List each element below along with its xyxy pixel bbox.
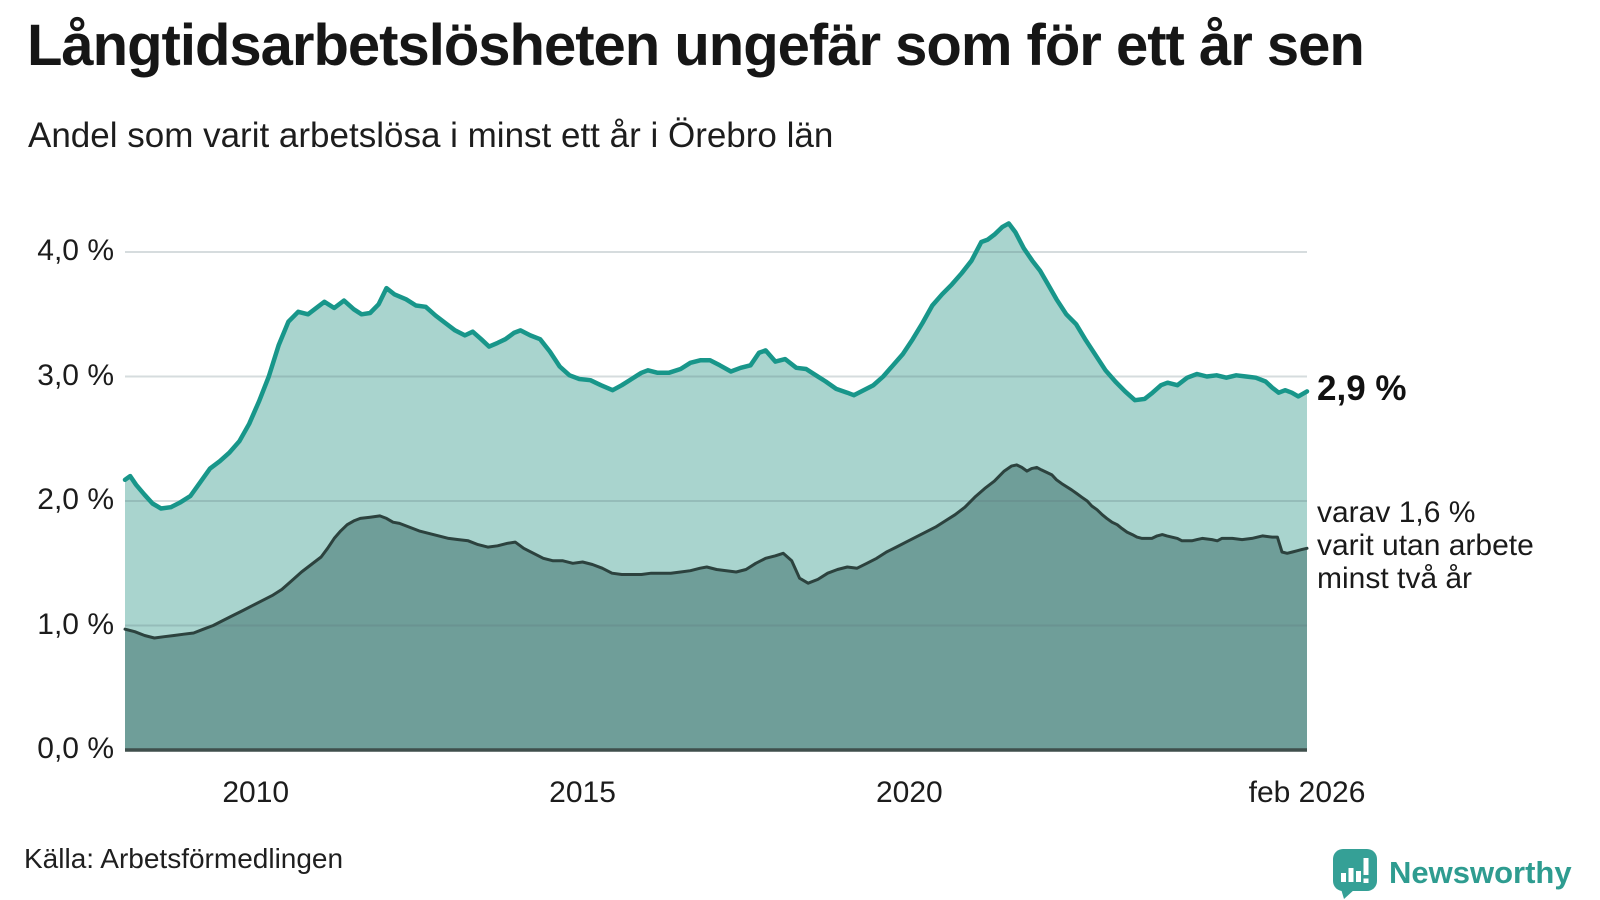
area-fill (125, 464, 1307, 750)
annotation-line: varit utan arbete (1317, 529, 1534, 563)
x-tick-label: feb 2026 (1248, 776, 1366, 809)
y-tick-label: 2,0 % (37, 483, 114, 516)
x-tick-label: 2010 (222, 776, 290, 809)
y-tick-label: 3,0 % (37, 358, 114, 392)
y-tick-label: 1,0 % (37, 607, 114, 641)
series-line (123, 463, 1309, 640)
brand-wordmark: Newsworthy (1389, 855, 1572, 890)
source-note: Källa: Arbetsförmedlingen (24, 843, 344, 874)
latest-value-annotation: 2,9 % (1314, 367, 1413, 412)
annotation-line: varav 1,6 % (1317, 496, 1476, 530)
secondary-annotation: varav 1,6 % varit utan arbete minst två år (1314, 495, 1540, 597)
chart-title: Långtidsarbetslösheten ungefär som för e… (27, 13, 1365, 78)
annotation-line: minst två år (1317, 562, 1473, 596)
x-tick-label: 2015 (549, 776, 616, 809)
y-tick-label: 0,0 % (37, 732, 114, 765)
y-tick-label: 4,0 % (37, 234, 114, 267)
series-line (122, 221, 1310, 511)
newsworthy-brand-link[interactable]: Newsworthy (1332, 846, 1572, 900)
x-tick-label: 2020 (876, 776, 943, 809)
newsworthy-logo-icon (1333, 849, 1377, 899)
chart-subtitle: Andel som varit arbetslösa i minst ett å… (28, 116, 834, 155)
